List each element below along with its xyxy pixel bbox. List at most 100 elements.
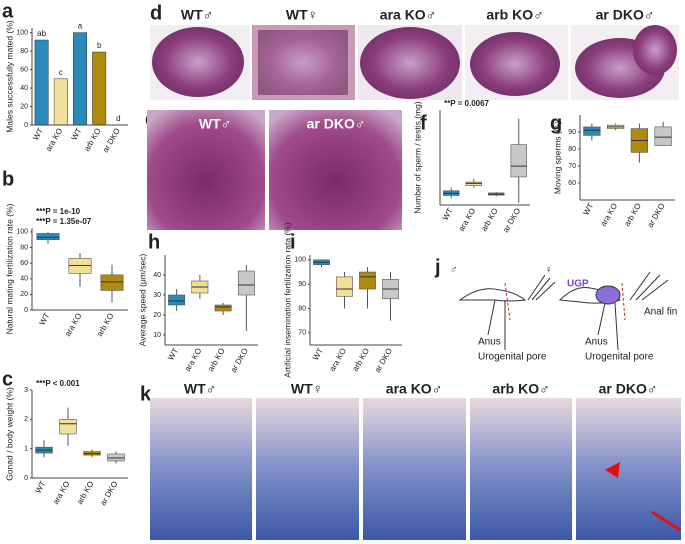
box xyxy=(107,453,125,462)
label: WT♂ xyxy=(184,381,216,397)
y-axis-title: Males successfully mated (%) xyxy=(4,20,14,133)
x-tick-label: arb KO xyxy=(206,347,226,373)
y-tick-label: 40 xyxy=(20,276,28,283)
x-tick-label: ara KO xyxy=(457,207,477,233)
x-tick-label: WT xyxy=(166,346,180,361)
label: WT♀ xyxy=(286,7,318,23)
label: WT♂ xyxy=(199,116,231,132)
label: Anus xyxy=(478,337,501,348)
y-tick-label: 80 xyxy=(20,244,28,251)
x-tick-label: WT xyxy=(581,201,595,216)
x-tick-label: arb KO xyxy=(351,347,371,373)
label: Anus xyxy=(585,337,608,348)
x-tick-label: WT xyxy=(311,346,325,361)
annotation: ***P < 0.001 xyxy=(36,379,80,388)
x-tick-label: arb KO xyxy=(75,480,95,506)
y-tick-label: 80 xyxy=(298,305,306,312)
box xyxy=(36,233,60,241)
x-tick-label: ar DKO xyxy=(373,347,394,375)
x-tick-label: ara KO xyxy=(51,480,71,506)
label: Anal fin xyxy=(644,307,677,318)
x-tick-label: ar DKO xyxy=(101,127,122,155)
panel-letter: b xyxy=(2,168,14,190)
letter: d xyxy=(116,114,120,123)
y-tick-label: 40 xyxy=(153,272,161,279)
x-tick-label: WT xyxy=(34,479,48,494)
panel-letter: i xyxy=(290,231,296,253)
y-tick-label: 100 xyxy=(16,229,28,236)
bar xyxy=(92,51,107,126)
y-axis-title: Gonad / body weight (%) xyxy=(4,387,14,481)
x-tick-label: ar DKO xyxy=(98,480,119,508)
annotation: **P = 0.0067 xyxy=(444,99,490,108)
x-tick-label: ar DKO xyxy=(501,207,522,235)
box xyxy=(336,276,353,297)
label: UGP xyxy=(567,279,589,290)
y-axis-title: Moving sperms (%) xyxy=(552,121,562,194)
x-tick-label: ara KO xyxy=(183,347,203,373)
panel-letter: g xyxy=(550,112,562,134)
label: ♂ xyxy=(450,265,458,276)
x-tick-label: WT xyxy=(38,311,52,326)
label: ♀ xyxy=(545,265,553,276)
y-tick-label: 0 xyxy=(24,307,28,314)
box xyxy=(59,419,77,435)
label: ara KO♂ xyxy=(386,381,442,397)
x-tick-label: ara KO xyxy=(44,127,64,153)
y-tick-label: 90 xyxy=(568,129,576,136)
label: Urogenital pore xyxy=(478,352,547,363)
y-tick-label: 60 xyxy=(20,66,28,73)
micrographs-d xyxy=(150,25,679,100)
y-tick-label: 60 xyxy=(20,260,28,267)
y-tick-label: 80 xyxy=(568,146,576,153)
label: ar DKO♂ xyxy=(596,7,655,23)
micrographs-e xyxy=(147,110,402,230)
label: arb KO♂ xyxy=(486,7,543,23)
y-tick-label: 70 xyxy=(568,163,576,170)
letter: c xyxy=(59,68,63,77)
bar xyxy=(73,32,87,126)
y-tick-label: 0 xyxy=(24,122,28,129)
label: Urogenital pore xyxy=(585,352,654,363)
y-tick-label: 100 xyxy=(16,29,28,36)
y-tick-label: 30 xyxy=(153,292,161,299)
y-tick-label: 60 xyxy=(568,180,576,187)
x-tick-label: arb KO xyxy=(479,207,499,233)
box xyxy=(214,304,232,312)
x-tick-label: WT xyxy=(441,206,455,221)
y-tick-label: 20 xyxy=(20,291,28,298)
letter: ab xyxy=(37,29,46,38)
box xyxy=(583,126,601,136)
y-tick-label: 90 xyxy=(298,281,306,288)
x-tick-label: ar DKO xyxy=(646,202,667,230)
box xyxy=(168,294,186,306)
y-tick-label: 100 xyxy=(294,257,306,264)
x-tick-label: ara KO xyxy=(328,347,348,373)
y-tick-label: 20 xyxy=(20,103,28,110)
label: ar DKO♂ xyxy=(307,116,366,132)
label: ara KO♂ xyxy=(380,7,436,23)
x-tick-label: arb KO xyxy=(95,312,115,338)
label: ar DKO♂ xyxy=(599,381,658,397)
x-tick-label: ar DKO xyxy=(229,347,250,375)
x-tick-label: WT xyxy=(31,126,45,141)
y-tick-label: 20 xyxy=(153,312,161,319)
panel-letter: c xyxy=(2,368,13,390)
panel-letter: a xyxy=(2,0,14,22)
bar xyxy=(53,78,68,126)
x-tick-label: arb KO xyxy=(82,127,102,153)
y-tick-label: 80 xyxy=(20,48,28,55)
y-tick-label: 3 xyxy=(24,387,28,394)
y-tick-label: 1 xyxy=(24,446,28,453)
x-tick-label: WT xyxy=(70,126,84,141)
y-tick-label: 2 xyxy=(24,416,28,423)
bar xyxy=(34,39,49,126)
y-axis-title: Average speed (μm/sec) xyxy=(137,254,147,347)
panel-letter: f xyxy=(420,112,427,134)
y-tick-label: 0 xyxy=(24,475,28,482)
panel-letter: j xyxy=(434,256,441,278)
micrographs-k xyxy=(150,398,681,540)
letter: b xyxy=(97,41,102,50)
box xyxy=(510,144,527,178)
